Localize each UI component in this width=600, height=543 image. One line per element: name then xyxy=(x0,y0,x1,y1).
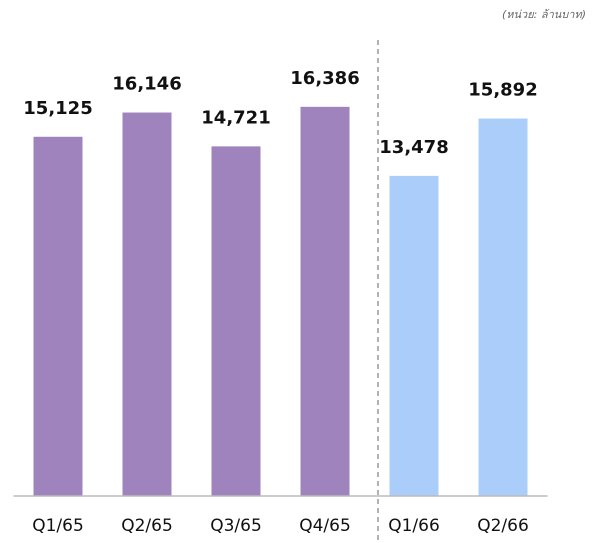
unit-annotation: (หน่วย: ล้านบาท) xyxy=(502,8,586,21)
bar xyxy=(211,146,261,496)
value-label: 15,892 xyxy=(468,80,537,101)
x-tick-label: Q4/65 xyxy=(299,516,351,536)
value-label: 16,146 xyxy=(112,74,181,95)
value-label: 14,721 xyxy=(201,107,270,128)
x-tick-label: Q1/65 xyxy=(32,516,84,536)
value-label: 13,478 xyxy=(379,137,448,158)
x-tick-label: Q2/65 xyxy=(121,516,173,536)
x-tick-label: Q3/65 xyxy=(210,516,262,536)
bar xyxy=(389,175,439,496)
bar xyxy=(478,118,528,496)
x-tick-label: Q1/66 xyxy=(388,516,440,536)
x-tick-label: Q2/66 xyxy=(477,516,529,536)
bar xyxy=(33,136,83,496)
bar xyxy=(300,106,350,497)
value-label: 15,125 xyxy=(23,98,92,119)
value-label: 16,386 xyxy=(290,68,359,89)
bar xyxy=(122,112,172,496)
